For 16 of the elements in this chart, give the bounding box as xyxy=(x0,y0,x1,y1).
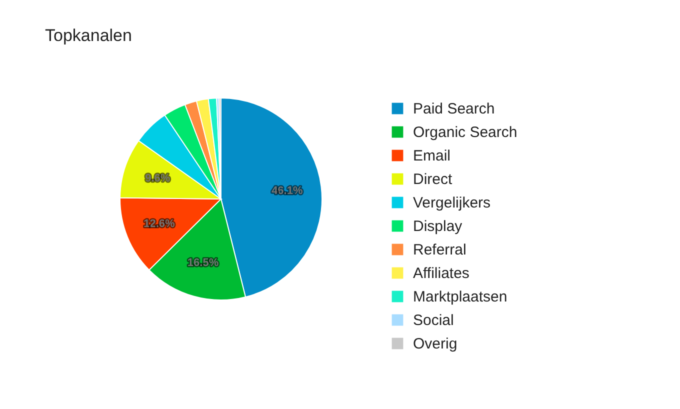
chart-title: Topkanalen xyxy=(45,26,132,45)
legend-label: Overig xyxy=(413,336,458,352)
legend-label: Direct xyxy=(413,171,453,188)
data-label: 9.6% xyxy=(145,172,170,184)
legend-label: Email xyxy=(413,148,451,164)
legend-label: Display xyxy=(413,218,463,235)
legend-label: Marktplaatsen xyxy=(413,288,508,306)
data-label: 46.1% xyxy=(272,184,303,197)
legend-label: Social xyxy=(413,312,454,329)
legend-label: Vergelijkers xyxy=(413,194,491,212)
legend-label: Organic Search xyxy=(413,124,518,141)
legend-label: Affiliates xyxy=(413,265,470,282)
legend-label: Referral xyxy=(413,242,466,258)
data-label: 16.5% xyxy=(187,257,219,270)
legend-label: Paid Search xyxy=(413,100,495,118)
data-label: 12.6% xyxy=(144,218,175,230)
